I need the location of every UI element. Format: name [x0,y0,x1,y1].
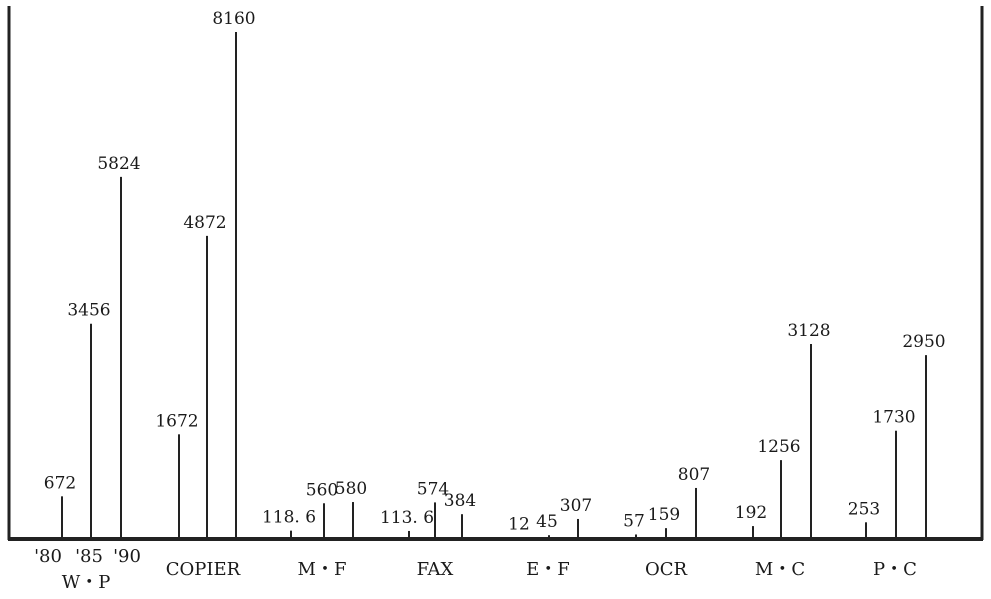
value-label-6-80: 192 [735,503,767,523]
value-label-2-90: 580 [335,479,367,499]
value-label-3-85: 574 [417,479,449,499]
chart-frame [7,6,984,541]
category-label-pc: P・C [873,559,917,580]
category-label-copier: COPIER [166,559,241,580]
value-label-4-90: 307 [560,496,592,516]
value-label-3-90: 384 [444,491,476,511]
category-label-wp: W・P [62,572,111,593]
category-label-ocr: OCR [645,559,688,580]
value-label-4-80: 12 [508,514,530,534]
value-label-4-85: 45 [536,512,558,532]
category-label-mf: M・F [298,559,347,580]
year-tick-label-90: '90 [113,546,141,567]
value-label-1-85: 4872 [183,213,226,233]
value-label-6-85: 1256 [757,437,800,457]
value-label-7-90: 2950 [902,332,945,352]
category-labels: '80 '85 '90 W・P COPIER M・F FAX E・F OCR M… [34,546,917,593]
value-label-5-85: 159 [648,505,680,525]
bars [61,32,927,538]
value-label-1-80: 1672 [155,411,198,431]
value-label-2-80: 118. 6 [262,508,316,528]
year-tick-label-85: '85 [75,546,103,567]
value-label-1-90: 8160 [212,9,255,29]
value-label-0-80: 672 [44,473,76,493]
category-label-fax: FAX [417,559,454,580]
value-label-5-90: 807 [678,465,710,485]
value-label-6-90: 3128 [787,321,830,341]
value-label-5-80: 57 [623,511,645,531]
value-label-7-80: 253 [848,499,880,519]
value-label-3-80: 113. 6 [380,508,434,528]
category-label-ef: E・F [526,559,570,580]
value-label-7-85: 1730 [872,408,915,428]
value-label-2-85: 560 [306,480,338,500]
category-label-mc: M・C [755,559,805,580]
value-label-0-90: 5824 [97,154,140,174]
year-tick-label-80: '80 [34,546,62,567]
value-label-0-85: 3456 [67,301,110,321]
